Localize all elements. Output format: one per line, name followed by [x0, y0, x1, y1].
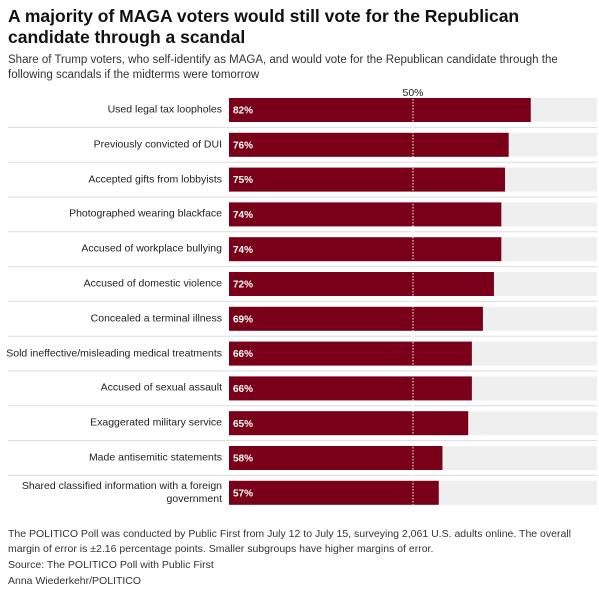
category-label: Used legal tax loopholes	[107, 103, 222, 116]
bar	[229, 480, 439, 505]
x-tick-label: 50%	[402, 87, 423, 99]
category-label: Previously convicted of DUI	[93, 138, 222, 151]
bar	[229, 98, 531, 122]
category-label: Shared classified information with a for…	[21, 479, 222, 505]
category-label: Made antisemitic statements	[88, 451, 222, 464]
category-label: Accepted gifts from lobbyists	[88, 173, 222, 186]
bar	[229, 411, 469, 436]
category-label: Accused of sexual assault	[100, 381, 222, 394]
value-label: 76%	[233, 140, 253, 151]
category-label: Accused of domestic violence	[83, 277, 222, 290]
value-label: 57%	[233, 488, 253, 499]
value-label: 72%	[233, 280, 253, 291]
bar	[229, 376, 472, 401]
bar	[229, 167, 505, 192]
chart-subtitle: Share of Trump voters, who self-identify…	[8, 54, 558, 81]
source: Source: The POLITICO Poll with Public Fi…	[8, 559, 214, 571]
note: The POLITICO Poll was conducted by Publi…	[8, 528, 571, 555]
bar	[229, 341, 472, 366]
value-label: 74%	[233, 245, 253, 256]
bar	[229, 272, 494, 296]
bar	[229, 202, 502, 227]
value-label: 65%	[233, 419, 253, 430]
value-label: 82%	[233, 106, 253, 117]
value-label: 66%	[233, 349, 253, 360]
category-label: Exaggerated military service	[90, 416, 222, 429]
credit: Anna Wiederkehr/POLITICO	[8, 575, 142, 587]
category-label: Accused of workplace bullying	[81, 242, 222, 255]
category-label: Photographed wearing blackface	[69, 207, 222, 220]
bar	[229, 237, 502, 262]
category-label: Sold ineffective/misleading medical trea…	[6, 347, 222, 360]
value-label: 69%	[233, 314, 253, 325]
category-label: Concealed a terminal illness	[90, 312, 222, 325]
value-label: 58%	[233, 454, 253, 465]
value-label: 75%	[233, 175, 253, 186]
bar	[229, 446, 443, 470]
bar	[229, 306, 483, 331]
bar	[229, 132, 509, 157]
chart-title: A majority of MAGA voters would still vo…	[8, 6, 520, 47]
value-label: 66%	[233, 384, 253, 395]
value-label: 74%	[233, 210, 253, 221]
